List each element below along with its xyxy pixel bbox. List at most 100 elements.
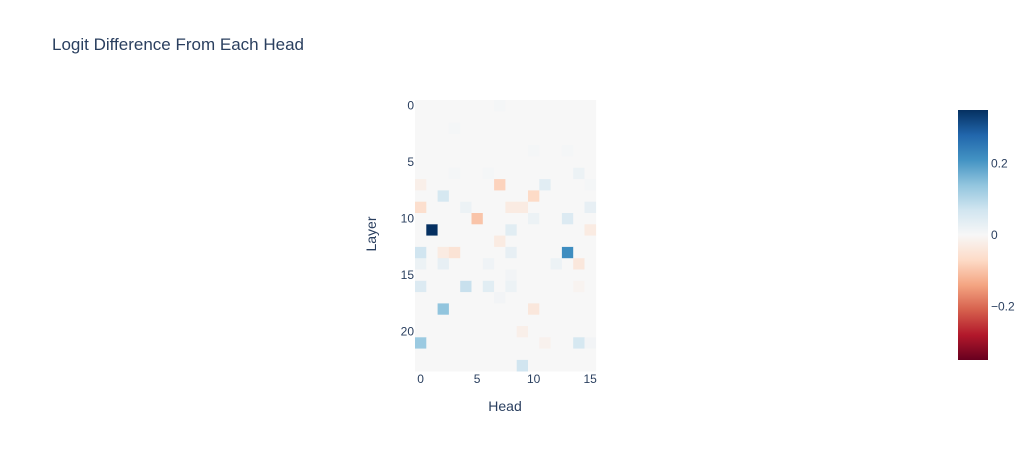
heatmap-cell	[539, 269, 551, 282]
heatmap-cell	[448, 326, 461, 338]
heatmap-cell	[539, 145, 551, 157]
heatmap-cell	[494, 122, 506, 135]
heatmap-cell	[437, 201, 450, 214]
heatmap-cell	[426, 269, 438, 282]
heatmap-cell	[505, 201, 517, 214]
heatmap-cell	[482, 314, 495, 327]
heatmap-cell	[516, 156, 529, 169]
heatmap-cell	[505, 269, 517, 282]
heatmap-cell	[573, 111, 585, 123]
heatmap-cell	[437, 269, 450, 282]
heatmap-cell	[516, 303, 529, 315]
heatmap-cell	[494, 213, 506, 225]
heatmap-cell	[415, 235, 427, 248]
heatmap-cell	[573, 314, 585, 327]
heatmap-cell	[584, 179, 597, 191]
heatmap-cell	[539, 280, 551, 293]
heatmap-cell	[539, 156, 551, 169]
heatmap-cell	[482, 258, 495, 270]
heatmap-cell	[471, 292, 484, 304]
heatmap-cell	[437, 133, 450, 146]
heatmap-cell	[482, 179, 495, 191]
heatmap-cell	[539, 292, 551, 304]
heatmap-cell	[482, 213, 495, 225]
heatmap-cell	[528, 235, 540, 248]
heatmap-cell	[561, 201, 574, 214]
heatmap-cell	[426, 145, 438, 157]
heatmap-cell	[528, 269, 540, 282]
heatmap-cell	[460, 133, 472, 146]
heatmap-cell	[584, 201, 597, 214]
x-tick-label: 0	[417, 372, 424, 386]
heatmap-cell	[437, 190, 450, 202]
heatmap-cell	[494, 156, 506, 169]
heatmap-cell	[437, 292, 450, 304]
heatmap-cell	[584, 156, 597, 169]
heatmap-cell	[482, 111, 495, 123]
heatmap-cell	[550, 145, 563, 157]
heatmap-cell	[539, 326, 551, 338]
colorbar-tick-label: 0	[991, 228, 998, 242]
heatmap-cell	[448, 213, 461, 225]
heatmap-cell	[528, 122, 540, 135]
heatmap-cell	[494, 359, 506, 372]
heatmap-cell	[516, 111, 529, 123]
heatmap-cell	[482, 167, 495, 180]
heatmap-cell	[573, 258, 585, 270]
heatmap-cell	[573, 201, 585, 214]
heatmap-cell	[528, 179, 540, 191]
heatmap-cell	[516, 359, 529, 372]
heatmap-cell	[584, 100, 597, 112]
heatmap-cell	[573, 100, 585, 112]
heatmap-cell	[426, 133, 438, 146]
heatmap-cell	[471, 111, 484, 123]
heatmap-cell	[494, 348, 506, 361]
heatmap-cell	[550, 235, 563, 248]
heatmap-cell	[482, 303, 495, 315]
heatmap-cell	[516, 179, 529, 191]
heatmap-cell	[471, 179, 484, 191]
heatmap-cell	[573, 179, 585, 191]
heatmap-cell	[561, 122, 574, 135]
heatmap-cell	[561, 133, 574, 146]
heatmap-cell	[561, 213, 574, 225]
heatmap-cell	[561, 258, 574, 270]
heatmap-cell	[494, 292, 506, 304]
heatmap-cell	[584, 235, 597, 248]
heatmap-cell	[415, 314, 427, 327]
heatmap-cell	[584, 145, 597, 157]
heatmap-cell	[550, 314, 563, 327]
heatmap-cell	[550, 246, 563, 259]
heatmap-cell	[482, 122, 495, 135]
heatmap-cell	[528, 201, 540, 214]
heatmap-cell	[494, 303, 506, 315]
heatmap-cell	[528, 348, 540, 361]
heatmap-cell	[494, 145, 506, 157]
heatmap-cell	[528, 156, 540, 169]
heatmap-cell	[448, 224, 461, 236]
heatmap-cell	[528, 167, 540, 180]
heatmap-cell	[448, 269, 461, 282]
heatmap-cell	[505, 280, 517, 293]
heatmap-cell	[516, 167, 529, 180]
heatmap-cell	[448, 167, 461, 180]
heatmap-cell	[505, 156, 517, 169]
heatmap-cell	[584, 337, 597, 349]
heatmap-cell	[550, 133, 563, 146]
heatmap-cell	[550, 213, 563, 225]
heatmap-cell	[561, 269, 574, 282]
heatmap-cell	[471, 258, 484, 270]
heatmap-cell	[584, 133, 597, 146]
heatmap-cell	[516, 224, 529, 236]
heatmap-cell	[448, 359, 461, 372]
heatmap-cell	[528, 145, 540, 157]
heatmap-cell	[561, 224, 574, 236]
heatmap-cell	[415, 100, 427, 112]
heatmap-cell	[539, 258, 551, 270]
heatmap-cell	[471, 122, 484, 135]
heatmap-cell	[505, 167, 517, 180]
heatmap-cell	[471, 224, 484, 236]
heatmap-cell	[437, 179, 450, 191]
heatmap-cell	[482, 269, 495, 282]
heatmap-cell	[471, 213, 484, 225]
